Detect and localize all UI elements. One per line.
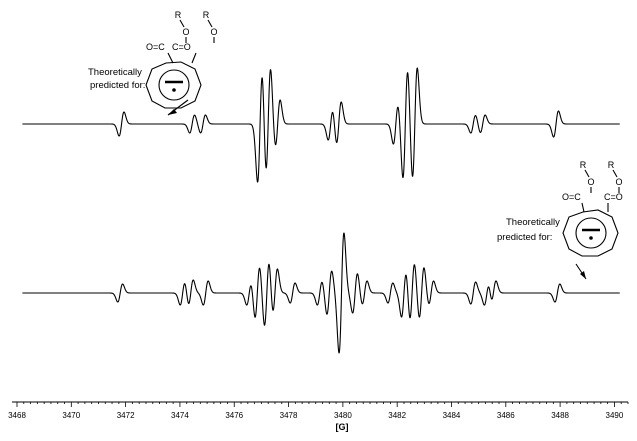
- mol-bottom-r-left: R: [580, 160, 587, 170]
- annotation-bottom-arrowhead: [580, 271, 586, 279]
- annotation-bottom-line1: Theoretically: [506, 217, 560, 228]
- mol-top-o-right: O: [210, 27, 217, 37]
- annotation-bottom: Theoretically predicted for:: [497, 217, 587, 280]
- mol-top-carbonyl-left: O=C: [146, 42, 165, 52]
- mol-bottom-bond-r1: [584, 169, 590, 178]
- mol-top-bond-ring2: [191, 52, 197, 64]
- annotation-top-line2: predicted for:: [90, 80, 145, 91]
- x-axis-tick-label: 3476: [225, 411, 243, 420]
- mol-bottom-bond-r2: [612, 169, 618, 178]
- molecule-structure-bottom: R R O O O=C C=O: [562, 160, 623, 257]
- x-axis-tick-label: 3470: [62, 411, 80, 420]
- mol-top-ring-inner: [158, 69, 190, 101]
- x-axis-tick-label: 3482: [388, 411, 406, 420]
- mol-bottom-r-right: R: [608, 160, 615, 170]
- x-axis-tick-label: 3480: [334, 411, 352, 420]
- spectrum-trace-bottom: [22, 232, 621, 354]
- molecule-structure-top: R R O O O=C C=O: [145, 10, 218, 109]
- annotation-bottom-line2: predicted for:: [497, 232, 552, 243]
- x-axis-tick-label: 3488: [551, 411, 569, 420]
- annotation-top-arrowhead: [168, 109, 177, 115]
- mol-bottom-o-right: O: [615, 177, 622, 187]
- mol-bottom-radical-dot: [589, 236, 593, 240]
- mol-top-ring-outer: [145, 61, 202, 109]
- x-axis-tick-label: 3468: [8, 411, 26, 420]
- x-axis-tick-labels: 3468 3470 3472 3474 3476 3478 3480 3482 3484 3486…: [8, 411, 624, 420]
- x-axis-ticks: [16, 402, 629, 407]
- x-axis-tick-label: 3474: [171, 411, 189, 420]
- mol-top-carbonyl-right: C=O: [172, 42, 191, 52]
- mol-bottom-ring-outer: [562, 209, 619, 257]
- mol-top-bond-r1: [179, 19, 185, 28]
- mol-bottom-bond-ring1: [581, 202, 585, 213]
- mol-top-r-right: R: [203, 10, 210, 20]
- x-axis-tick-label: 3490: [606, 411, 624, 420]
- mol-top-bond-r2: [207, 19, 213, 28]
- x-axis-tick-label: 3484: [443, 411, 461, 420]
- x-axis-title: [G]: [336, 422, 349, 432]
- mol-bottom-o-left: O: [587, 177, 594, 187]
- mol-top-o-left: O: [182, 27, 189, 37]
- mol-bottom-ring-inner: [575, 217, 607, 249]
- mol-top-bond-ring1: [167, 52, 174, 64]
- annotation-top-line1: Theoretically: [88, 67, 142, 78]
- spectrum-trace-top: [22, 67, 621, 183]
- mol-bottom-carbonyl-left: O=C: [562, 192, 581, 202]
- x-axis-tick-label: 3478: [280, 411, 298, 420]
- mol-top-r-left: R: [175, 10, 182, 20]
- x-axis-tick-label: 3486: [497, 411, 515, 420]
- mol-bottom-carbonyl-right: C=O: [604, 192, 623, 202]
- x-axis-tick-label: 3472: [117, 411, 135, 420]
- mol-top-radical-dot: [172, 88, 176, 92]
